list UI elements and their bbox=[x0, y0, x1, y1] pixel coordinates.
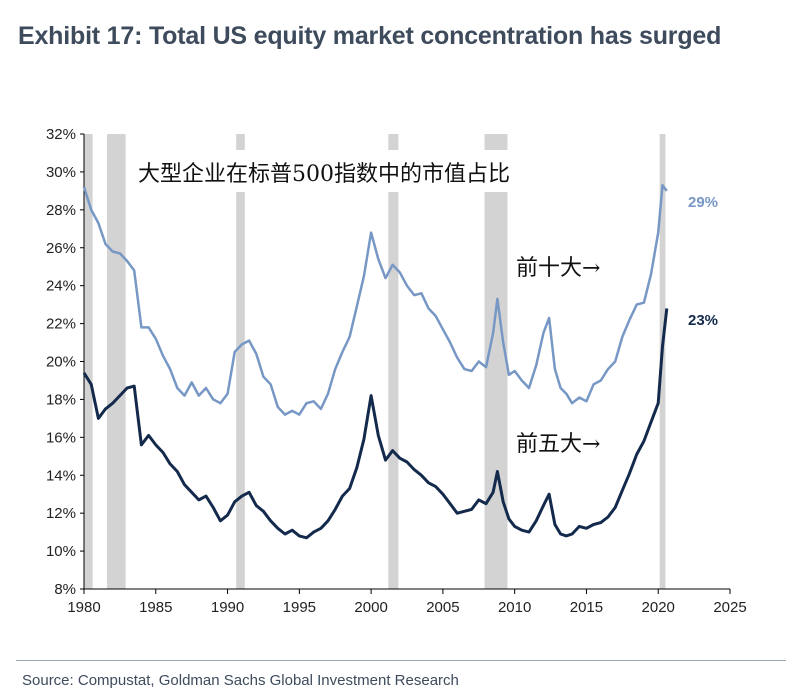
source-note: Source: Compustat, Goldman Sachs Global … bbox=[22, 672, 459, 689]
x-tick-label: 1995 bbox=[283, 599, 316, 616]
x-tick-label: 2005 bbox=[426, 599, 459, 616]
x-tick-label: 2020 bbox=[642, 599, 675, 616]
y-tick-label: 24% bbox=[46, 278, 76, 295]
x-tick-label: 1980 bbox=[67, 599, 100, 616]
recession-band-4 bbox=[484, 134, 508, 589]
y-tick-label: 14% bbox=[46, 467, 76, 484]
chart-title: Exhibit 17: Total US equity market conce… bbox=[18, 22, 722, 50]
footer-divider bbox=[16, 660, 786, 661]
y-tick-label: 8% bbox=[54, 581, 76, 598]
y-tick-label: 32% bbox=[46, 126, 76, 143]
y-tick-label: 22% bbox=[46, 316, 76, 333]
chart-labels: 大型企业在标普500指数中的市值占比 前十大→ 前五大→ 29% 23% bbox=[128, 150, 718, 457]
y-tick-label: 18% bbox=[46, 391, 76, 408]
y-tick-label: 10% bbox=[46, 543, 76, 560]
x-tick-label: 2015 bbox=[570, 599, 603, 616]
recession-band-0 bbox=[84, 134, 93, 589]
top10-annotation: 前十大→ bbox=[516, 256, 600, 281]
series-lines bbox=[82, 183, 669, 540]
chart-subtitle: 大型企业在标普500指数中的市值占比 bbox=[138, 162, 510, 187]
recession-band-2 bbox=[236, 134, 245, 589]
top5-series-line bbox=[82, 308, 669, 540]
y-tick-label: 26% bbox=[46, 240, 76, 257]
top10-end-label: 29% bbox=[688, 194, 718, 211]
y-tick-label: 12% bbox=[46, 505, 76, 522]
subtitle-background bbox=[128, 150, 628, 192]
top5-end-label: 23% bbox=[688, 312, 718, 329]
x-tick-label: 2025 bbox=[713, 599, 746, 616]
top5-annotation: 前五大→ bbox=[516, 432, 600, 457]
axes: 8% 10% 12% 14% 16% 18% 20% 22% 24% 26% 28% 30% 32% 19… bbox=[46, 126, 747, 616]
top10-series-line bbox=[82, 183, 668, 416]
recession-shading bbox=[84, 134, 666, 589]
x-tick-label: 1990 bbox=[211, 599, 244, 616]
y-tick-label: 20% bbox=[46, 354, 76, 371]
x-tick-label: 2010 bbox=[498, 599, 531, 616]
line-chart: 8% 10% 12% 14% 16% 18% 20% 22% 24% 26% 28% 30% 32% 19… bbox=[46, 126, 747, 616]
x-tick-label: 1985 bbox=[139, 599, 172, 616]
recession-band-3 bbox=[388, 134, 399, 589]
y-tick-label: 16% bbox=[46, 429, 76, 446]
y-tick-label: 28% bbox=[46, 202, 76, 219]
recession-band-1 bbox=[106, 134, 126, 589]
y-tick-label: 30% bbox=[46, 164, 76, 181]
x-tick-label: 2000 bbox=[354, 599, 387, 616]
